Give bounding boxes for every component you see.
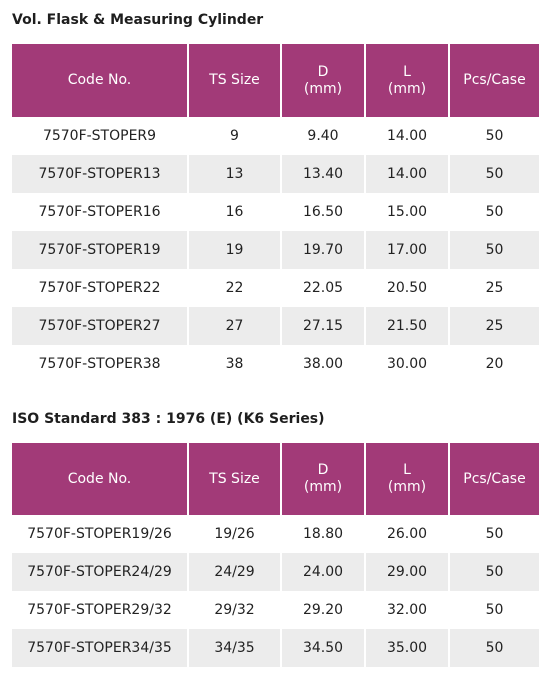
header-ts-size: TS Size bbox=[187, 443, 281, 515]
cell-code: 7570F-STOPER9 bbox=[12, 117, 188, 155]
cell-pcs: 50 bbox=[448, 591, 539, 629]
cell-ts-size: 16 bbox=[187, 193, 281, 231]
cell-d: 22.05 bbox=[280, 269, 365, 307]
cell-pcs: 50 bbox=[448, 515, 539, 553]
cell-code: 7570F-STOPER38 bbox=[12, 345, 188, 383]
table-row: 7570F-STOPER19 19 19.70 17.00 50 bbox=[12, 231, 539, 269]
cell-l: 17.00 bbox=[364, 231, 449, 269]
cell-pcs: 50 bbox=[448, 553, 539, 591]
cell-l: 29.00 bbox=[364, 553, 449, 591]
header-l: L (mm) bbox=[364, 443, 449, 515]
cell-d: 38.00 bbox=[280, 345, 365, 383]
table-row: 7570F-STOPER24/29 24/29 24.00 29.00 50 bbox=[12, 553, 539, 591]
cell-l: 21.50 bbox=[364, 307, 449, 345]
stopper-table-iso: Code No. TS Size D (mm) L (mm) Pcs/Case … bbox=[12, 443, 539, 667]
cell-ts-size: 24/29 bbox=[187, 553, 281, 591]
cell-d: 18.80 bbox=[280, 515, 365, 553]
cell-l: 32.00 bbox=[364, 591, 449, 629]
header-d-label: D bbox=[317, 63, 329, 80]
cell-pcs: 25 bbox=[448, 269, 539, 307]
section-title-iso-standard: ISO Standard 383 : 1976 (E) (K6 Series) bbox=[12, 411, 325, 427]
cell-d: 34.50 bbox=[280, 629, 365, 667]
header-pcs-case: Pcs/Case bbox=[448, 44, 539, 117]
cell-pcs: 25 bbox=[448, 307, 539, 345]
cell-ts-size: 9 bbox=[187, 117, 281, 155]
cell-d: 27.15 bbox=[280, 307, 365, 345]
table-row: 7570F-STOPER34/35 34/35 34.50 35.00 50 bbox=[12, 629, 539, 667]
header-d-unit: (mm) bbox=[303, 80, 343, 97]
cell-d: 19.70 bbox=[280, 231, 365, 269]
table-row: 7570F-STOPER19/26 19/26 18.80 26.00 50 bbox=[12, 515, 539, 553]
cell-d: 9.40 bbox=[280, 117, 365, 155]
table-header-row: Code No. TS Size D (mm) L (mm) Pcs/Case bbox=[12, 44, 539, 117]
table-row: 7570F-STOPER9 9 9.40 14.00 50 bbox=[12, 117, 539, 155]
table-row: 7570F-STOPER29/32 29/32 29.20 32.00 50 bbox=[12, 591, 539, 629]
cell-pcs: 50 bbox=[448, 629, 539, 667]
header-code-no: Code No. bbox=[12, 44, 188, 117]
cell-ts-size: 19 bbox=[187, 231, 281, 269]
cell-ts-size: 19/26 bbox=[187, 515, 281, 553]
cell-ts-size: 22 bbox=[187, 269, 281, 307]
cell-code: 7570F-STOPER27 bbox=[12, 307, 188, 345]
cell-l: 15.00 bbox=[364, 193, 449, 231]
cell-d: 16.50 bbox=[280, 193, 365, 231]
cell-pcs: 50 bbox=[448, 155, 539, 193]
cell-code: 7570F-STOPER29/32 bbox=[12, 591, 188, 629]
header-l-label: L bbox=[403, 462, 411, 478]
header-l-label: L bbox=[403, 63, 411, 80]
cell-l: 26.00 bbox=[364, 515, 449, 553]
table-row: 7570F-STOPER27 27 27.15 21.50 25 bbox=[12, 307, 539, 345]
cell-l: 20.50 bbox=[364, 269, 449, 307]
cell-code: 7570F-STOPER16 bbox=[12, 193, 188, 231]
header-d: D (mm) bbox=[280, 443, 365, 515]
cell-ts-size: 27 bbox=[187, 307, 281, 345]
header-l-unit: (mm) bbox=[387, 479, 427, 495]
cell-ts-size: 38 bbox=[187, 345, 281, 383]
cell-pcs: 20 bbox=[448, 345, 539, 383]
cell-l: 35.00 bbox=[364, 629, 449, 667]
cell-code: 7570F-STOPER13 bbox=[12, 155, 188, 193]
cell-l: 30.00 bbox=[364, 345, 449, 383]
table-header-row: Code No. TS Size D (mm) L (mm) Pcs/Case bbox=[12, 443, 539, 515]
header-d-unit: (mm) bbox=[303, 479, 343, 495]
cell-code: 7570F-STOPER24/29 bbox=[12, 553, 188, 591]
cell-code: 7570F-STOPER34/35 bbox=[12, 629, 188, 667]
table-row: 7570F-STOPER16 16 16.50 15.00 50 bbox=[12, 193, 539, 231]
cell-pcs: 50 bbox=[448, 193, 539, 231]
header-code-no: Code No. bbox=[12, 443, 188, 515]
cell-d: 29.20 bbox=[280, 591, 365, 629]
cell-ts-size: 34/35 bbox=[187, 629, 281, 667]
section-title-vol-flask: Vol. Flask & Measuring Cylinder bbox=[12, 12, 264, 28]
header-l-unit: (mm) bbox=[387, 80, 427, 97]
header-ts-size: TS Size bbox=[187, 44, 281, 117]
cell-pcs: 50 bbox=[448, 117, 539, 155]
header-d: D (mm) bbox=[280, 44, 365, 117]
cell-d: 24.00 bbox=[280, 553, 365, 591]
cell-code: 7570F-STOPER19 bbox=[12, 231, 188, 269]
header-l: L (mm) bbox=[364, 44, 449, 117]
cell-code: 7570F-STOPER19/26 bbox=[12, 515, 188, 553]
stopper-table-vol-flask: Code No. TS Size D (mm) L (mm) Pcs/Case … bbox=[12, 44, 539, 383]
cell-ts-size: 29/32 bbox=[187, 591, 281, 629]
header-d-label: D bbox=[317, 462, 329, 478]
cell-code: 7570F-STOPER22 bbox=[12, 269, 188, 307]
header-pcs-case: Pcs/Case bbox=[448, 443, 539, 515]
table-row: 7570F-STOPER22 22 22.05 20.50 25 bbox=[12, 269, 539, 307]
cell-d: 13.40 bbox=[280, 155, 365, 193]
cell-l: 14.00 bbox=[364, 117, 449, 155]
cell-pcs: 50 bbox=[448, 231, 539, 269]
cell-l: 14.00 bbox=[364, 155, 449, 193]
table-row: 7570F-STOPER38 38 38.00 30.00 20 bbox=[12, 345, 539, 383]
cell-ts-size: 13 bbox=[187, 155, 281, 193]
table-row: 7570F-STOPER13 13 13.40 14.00 50 bbox=[12, 155, 539, 193]
